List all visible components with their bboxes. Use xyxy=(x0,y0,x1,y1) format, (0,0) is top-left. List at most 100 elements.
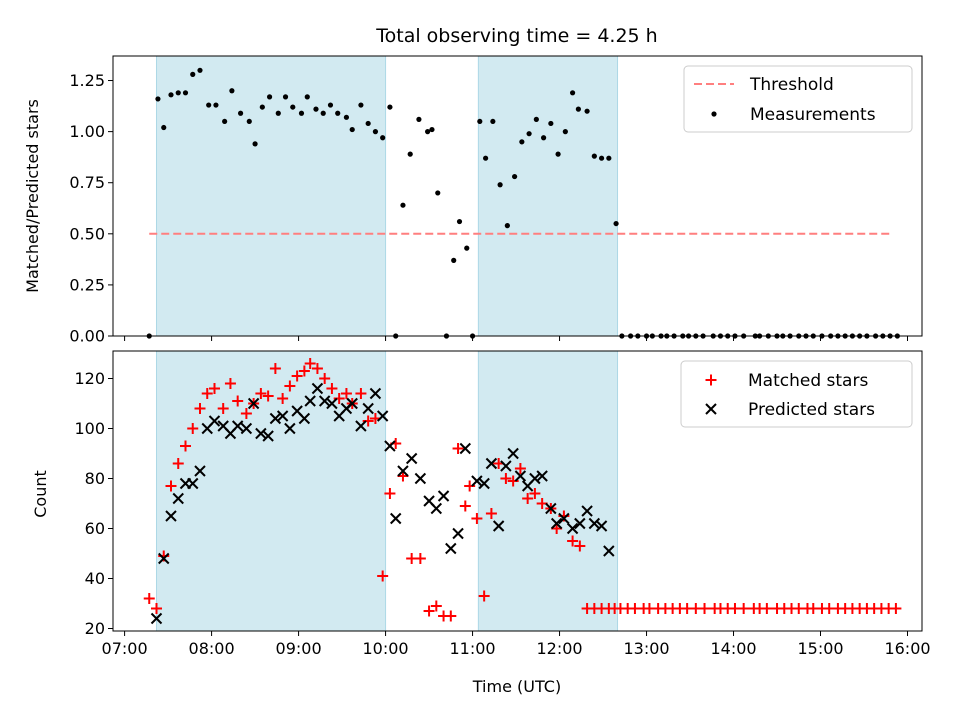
predicted-star-point-b xyxy=(507,447,519,460)
predicted-star-point xyxy=(194,465,206,477)
predicted-star-point-b xyxy=(276,410,289,422)
matched-star-point xyxy=(452,443,464,454)
x-tick-label-0700: 07:00 xyxy=(102,639,148,658)
predicted-star-point-b xyxy=(194,465,206,477)
ratio-panel-shaded-interval-1 xyxy=(155,55,387,337)
measurement-point xyxy=(425,129,431,135)
legend-matched-label: Matched stars xyxy=(748,371,868,391)
predicted-star-point-b xyxy=(355,420,367,432)
predicted-star-point-b xyxy=(240,422,253,435)
matched-star-point xyxy=(536,498,548,509)
predicted-star-point-b xyxy=(437,490,450,502)
predicted-star-point xyxy=(437,490,450,502)
predicted-star-point-b xyxy=(500,460,512,472)
predicted-star-point xyxy=(165,510,177,522)
measurement-point xyxy=(540,135,547,141)
x-tick-label-1300: 13:00 xyxy=(623,639,669,658)
measurement-point xyxy=(290,104,296,110)
matched-star-point xyxy=(240,408,252,419)
predicted-star-point xyxy=(247,397,260,410)
matched-star-point xyxy=(208,383,220,394)
predicted-star-point xyxy=(276,410,289,422)
predicted-star-point xyxy=(187,477,199,490)
predicted-star-point xyxy=(390,512,402,525)
predicted-star-point xyxy=(581,505,593,517)
matched-star-point xyxy=(326,383,338,394)
measurement-point xyxy=(213,102,219,108)
measurement-point xyxy=(400,202,406,208)
predicted-star-point-b xyxy=(346,397,358,410)
legend-measurements-label: Measurements xyxy=(750,105,876,125)
ratio-panel-shaded-interval-2 xyxy=(477,55,619,337)
predicted-star-point xyxy=(485,457,498,470)
predicted-star-point xyxy=(208,415,221,427)
matched-star-point xyxy=(217,403,229,414)
matched-star-point xyxy=(319,373,331,384)
count-panel-y-tick-label-60: 60 xyxy=(85,519,105,538)
matched-star-point xyxy=(150,603,162,614)
x-tick-label-1400: 14:00 xyxy=(710,639,756,658)
predicted-star-point xyxy=(414,472,427,485)
predicted-star-point xyxy=(459,442,472,455)
x-axis-label: Time (UTC) xyxy=(472,677,561,696)
ratio-panel-y-tick-label-0.25: 0.25 xyxy=(69,275,105,294)
measurement-point xyxy=(407,151,413,157)
matched-star-point xyxy=(187,423,199,434)
predicted-star-point xyxy=(355,420,367,432)
predicted-star-point-b xyxy=(529,472,541,485)
measurement-point xyxy=(591,153,597,159)
matched-star-point xyxy=(194,403,206,414)
measurement-point xyxy=(477,118,483,125)
matched-star-point xyxy=(699,603,711,614)
measurement-point xyxy=(451,257,457,263)
predicted-star-point xyxy=(492,520,505,532)
predicted-star-point-b xyxy=(514,470,527,482)
predicted-star-point xyxy=(588,517,601,530)
measurement-point xyxy=(569,90,576,96)
ratio-panel-shaded-intervals xyxy=(155,55,619,337)
measurement-point xyxy=(435,190,441,196)
matched-star-point xyxy=(277,393,289,404)
matched-star-point xyxy=(304,358,316,369)
predicted-star-point-b xyxy=(158,552,170,565)
count-panel-ylabel: Count xyxy=(31,470,50,518)
predicted-star-point xyxy=(603,545,615,557)
matched-star-point xyxy=(262,390,274,402)
matched-star-point xyxy=(165,480,177,492)
count-panel-y-tick-label-20: 20 xyxy=(85,619,105,638)
matched-star-point xyxy=(384,488,396,499)
x-tick-label-0800: 08:00 xyxy=(189,639,235,658)
predicted-star-point-b xyxy=(588,517,601,530)
measurement-point xyxy=(526,131,532,137)
x-tick-label-0900: 09:00 xyxy=(276,639,322,658)
matched-star-point xyxy=(377,570,389,582)
ratio-panel-y-tick-label-1.00: 1.00 xyxy=(69,122,105,141)
measurement-point xyxy=(266,94,273,100)
measurement-point xyxy=(155,96,161,102)
predicted-star-point-b xyxy=(405,452,418,465)
predicted-star-point-b xyxy=(452,527,464,540)
matched-star-point xyxy=(478,590,490,602)
measurement-point xyxy=(519,139,525,145)
matched-star-point xyxy=(464,480,476,492)
measurement-point xyxy=(606,155,612,161)
measurement-point xyxy=(282,94,289,100)
ratio-panel-axes: 0.00 0.25 0.50 0.75 1.00 1.25 xyxy=(69,55,923,346)
count-panel-y-tick-label-80: 80 xyxy=(85,469,105,488)
measurement-point xyxy=(464,245,470,251)
predicted-star-point-b xyxy=(217,420,229,432)
measurement-point xyxy=(229,88,235,94)
matched-star-point xyxy=(507,475,519,487)
predicted-star-point-b xyxy=(165,510,177,522)
measurement-point xyxy=(313,106,319,112)
predicted-star-point xyxy=(262,430,274,442)
count-panel-legend: Matched stars Predicted stars xyxy=(680,360,913,428)
measurement-point xyxy=(548,120,554,127)
count-panel-y-tick-label-100: 100 xyxy=(74,419,105,438)
count-panel-points xyxy=(143,358,902,625)
measurement-point xyxy=(259,104,265,110)
predicted-star-point xyxy=(284,422,296,435)
predicted-star-point xyxy=(478,477,490,490)
measurement-point xyxy=(358,102,364,108)
